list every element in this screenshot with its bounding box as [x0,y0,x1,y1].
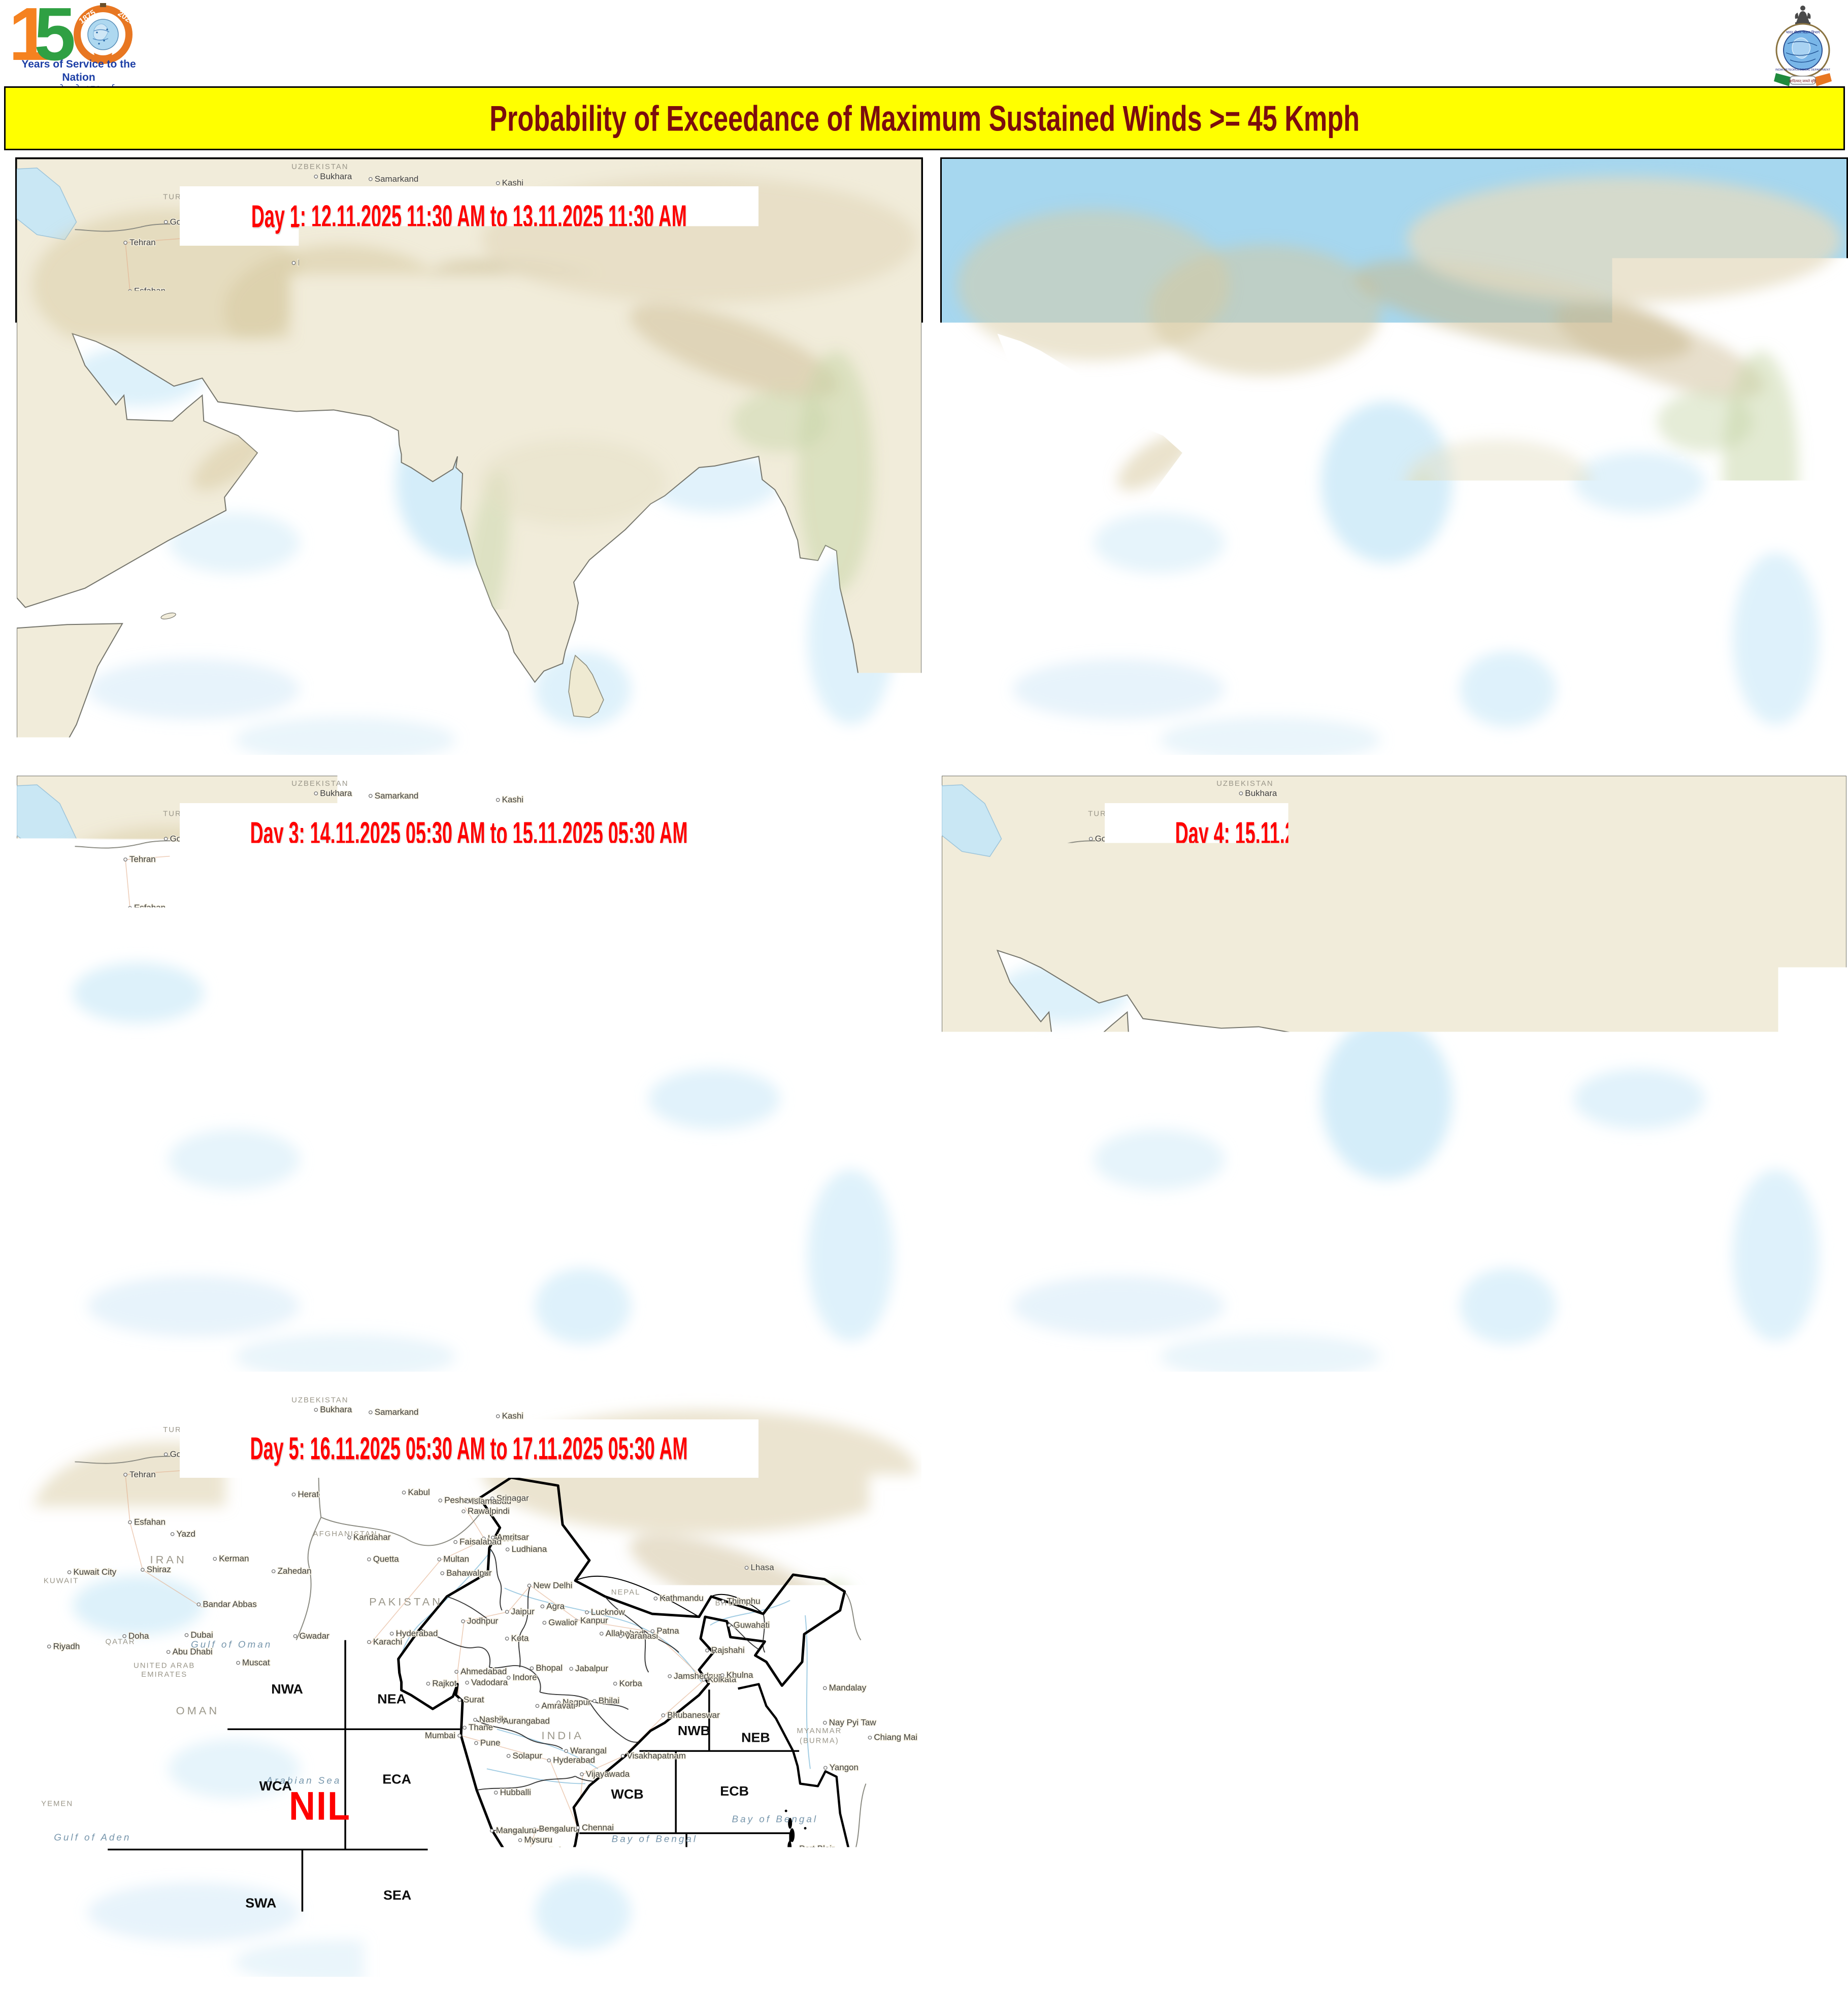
page: 1 5 1875 2025 Years of Service to [0,0,1848,1990]
india-region-map [17,159,921,755]
nil-marker: NIL [1214,1175,1276,1220]
panel-title-strip: Day 4: 15.11.2025 05:30 AM to 16.11.2025… [1105,803,1684,863]
panel-title: Day 5: 16.11.2025 05:30 AM to 17.11.2025… [250,1430,688,1467]
legend-label: High (68% - 100%) [1267,1807,1524,1842]
page-title: Probability of Exceedance of Maximum Sus… [489,97,1360,139]
panel-title-strip: Day 2: 13.11.2025 05:30 AM to 14.11.2025… [1105,186,1684,246]
panel-title-strip: Day 3: 14.11.2025 05:30 AM to 15.11.2025… [180,803,758,863]
emblem-ring-text-hi: भारत मौसम विज्ञान विभाग [1786,30,1821,35]
ashoka-lions-icon [1795,6,1811,24]
title-banner: Probability of Exceedance of Maximum Sus… [4,86,1845,150]
nil-marker: NIL [289,558,351,604]
imd-emblem: भारत मौसम विज्ञान विभाग INDIA METEOROLOG… [1765,2,1841,93]
panel-title-strip: Day 1: 12.11.2025 11:30 AM to 13.11.2025… [180,186,758,246]
india-region-map [17,776,921,1372]
nil-marker: NIL [1214,558,1276,604]
emblem-ring-text-en: INDIA METEOROLOGICAL DEPARTMENT [1775,69,1831,72]
legend-label: Low (1% - 33%) [1267,1603,1483,1638]
forecast-panel-day-2: Day 2: 13.11.2025 05:30 AM to 14.11.2025… [940,157,1848,756]
nil-marker: NIL [289,1175,351,1220]
imd-150-years-logo: 1 5 1875 2025 Years of Service to [13,3,165,88]
logo-caption-en: Years of Service to the Nation [13,58,145,84]
nil-marker: NIL [289,1783,351,1829]
legend-swatch-icon [1114,1696,1224,1748]
legend-title: Probability of Exceedance [942,1496,1792,1543]
legend-panel: Probability of Exceedance Low (1% - 33%)… [940,1391,1848,1978]
forecast-panel-day-4: Day 4: 15.11.2025 05:30 AM to 16.11.2025… [940,774,1848,1373]
india-region-map [942,159,1846,755]
india-region-map [942,776,1846,1372]
forecast-panel-day-5: Day 5: 16.11.2025 05:30 AM to 17.11.2025… [15,1391,923,1978]
imd-emblem-graphic: भारत मौसम विज्ञान विभाग INDIA METEOROLOG… [1765,2,1841,93]
panel-title: Day 1: 12.11.2025 11:30 AM to 13.11.2025… [251,197,687,235]
panel-title: Day 3: 14.11.2025 05:30 AM to 15.11.2025… [250,814,688,851]
panel-title-strip: Day 5: 16.11.2025 05:30 AM to 17.11.2025… [180,1419,758,1478]
panel-title: Day 2: 13.11.2025 05:30 AM to 14.11.2025… [1175,197,1613,235]
india-region-map [17,1392,921,1977]
legend-swatch-icon [1114,1798,1224,1850]
forecast-panel-day-3: Day 3: 14.11.2025 05:30 AM to 15.11.2025… [15,774,923,1373]
panel-title: Day 4: 15.11.2025 05:30 AM to 16.11.2025… [1175,814,1613,851]
forecast-panel-day-1: Day 1: 12.11.2025 11:30 AM to 13.11.2025… [15,157,923,756]
zero-emblem-icon: 1875 2025 [74,3,136,64]
legend-label: Moderate (34% - 67%) [1267,1705,1573,1740]
emblem-motto: आदित्यात् जायते वृष्टि. [1789,79,1817,83]
legend-swatch-icon [1114,1594,1224,1646]
